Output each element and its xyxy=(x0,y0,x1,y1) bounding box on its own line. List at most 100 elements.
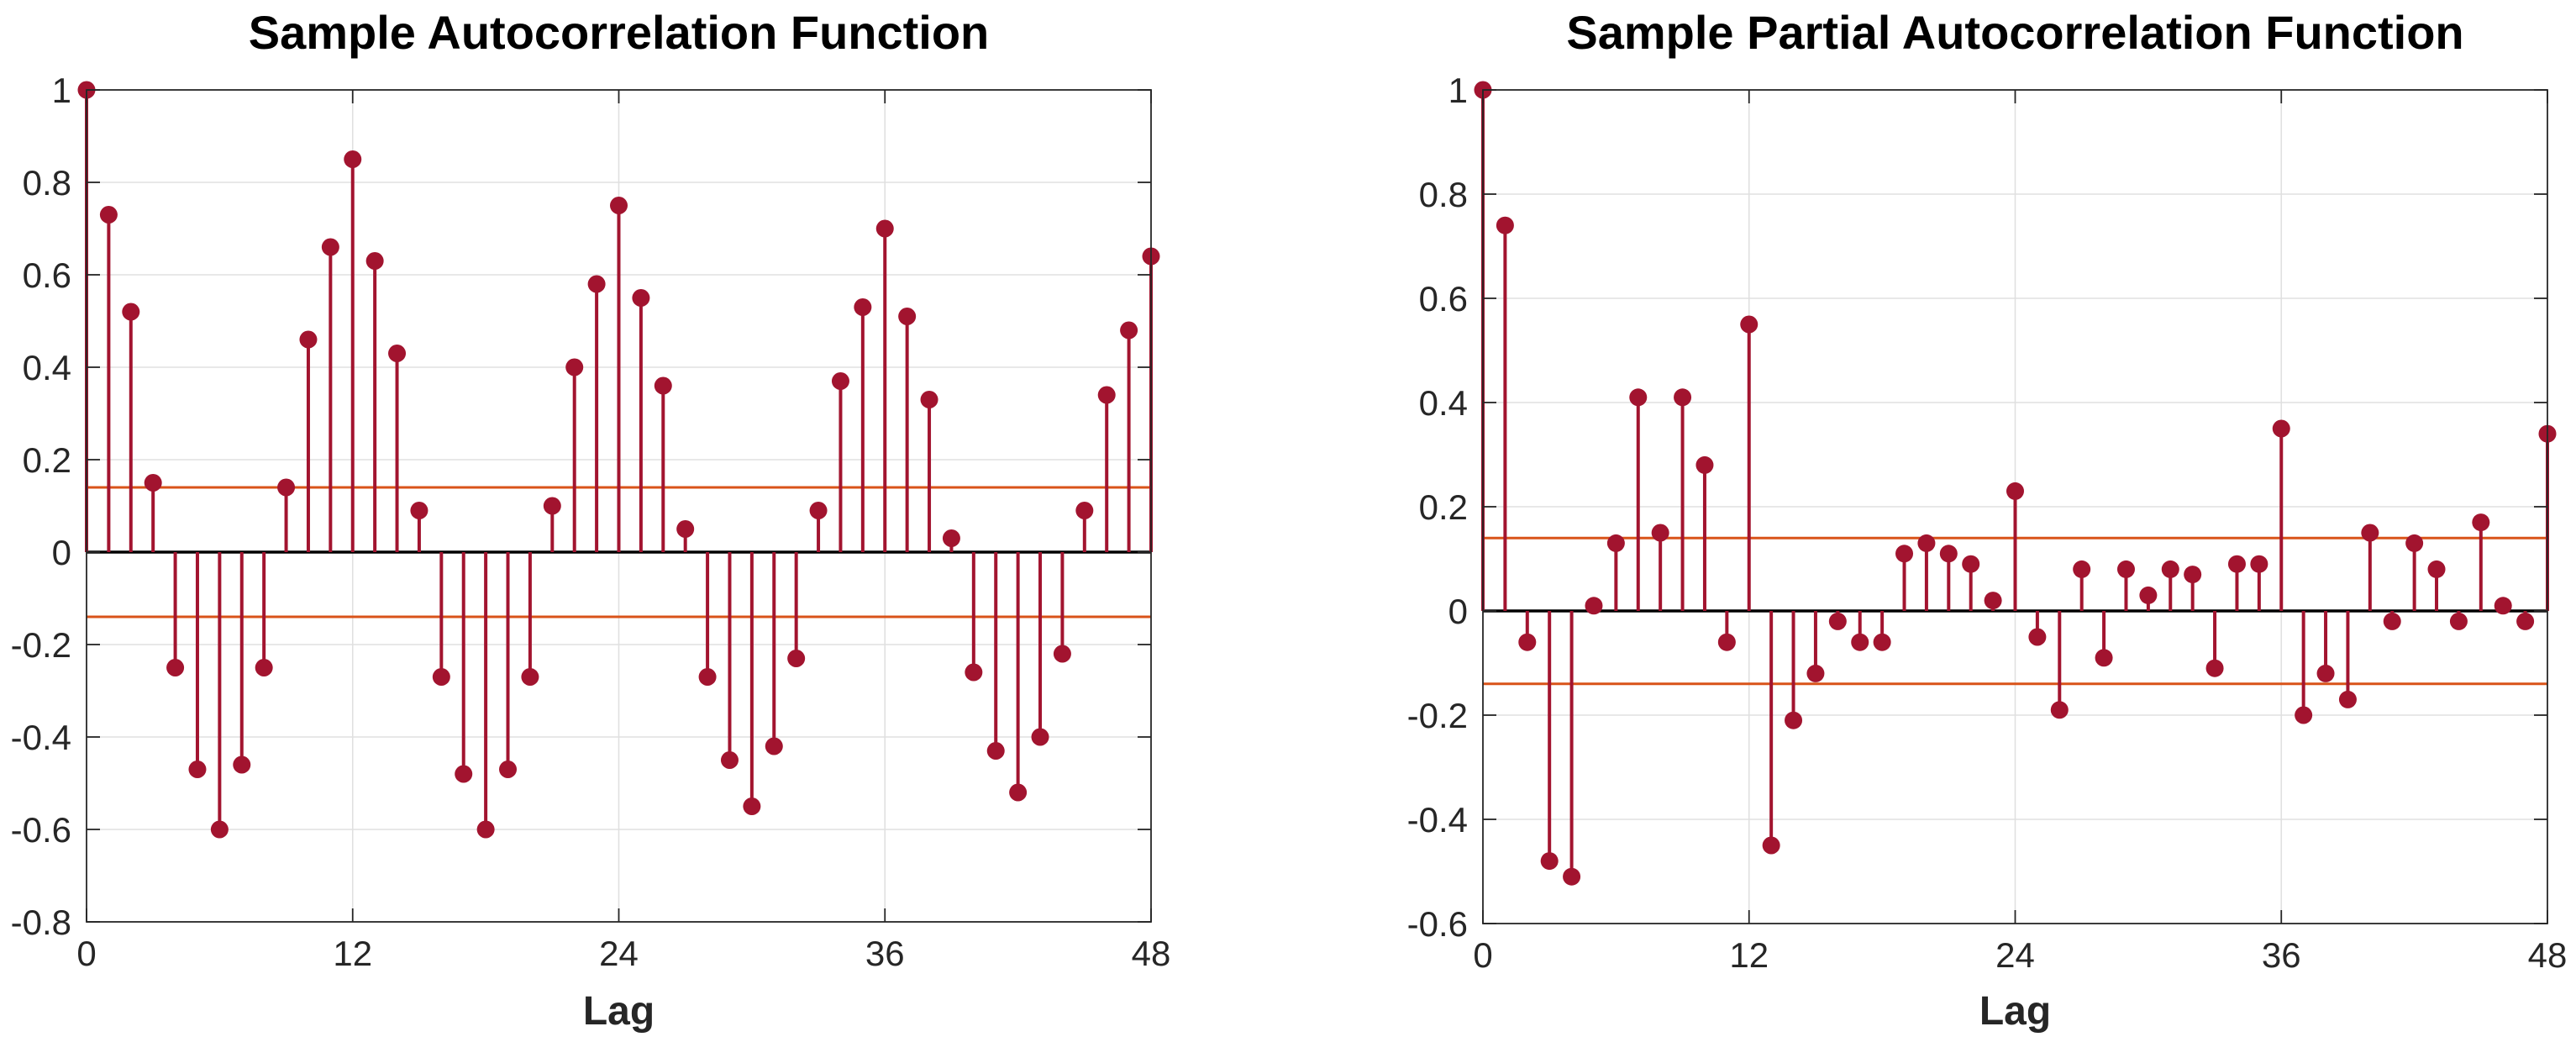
x-tick-label: 36 xyxy=(865,934,905,973)
y-tick-label: -0.8 xyxy=(11,903,71,942)
stem-marker xyxy=(299,330,318,349)
y-tick-label: 0.4 xyxy=(23,348,71,387)
stem-marker xyxy=(188,761,207,778)
stem-marker xyxy=(432,668,450,686)
stem-marker xyxy=(2161,560,2179,578)
stem-marker xyxy=(676,520,695,538)
y-tick-label: 0 xyxy=(1448,592,1468,631)
stem-marker xyxy=(499,761,518,778)
acf-title: Sample Autocorrelation Function xyxy=(248,6,990,59)
stem-marker xyxy=(809,502,828,519)
stem-marker xyxy=(720,751,739,769)
stem-marker xyxy=(1895,545,1914,563)
stem-marker xyxy=(743,797,761,815)
stem-marker xyxy=(2095,649,2113,667)
stem-marker xyxy=(1806,664,1825,682)
stem-marker xyxy=(1585,597,1603,615)
stem-marker xyxy=(2494,597,2512,615)
stem-marker xyxy=(920,391,938,408)
stem-marker xyxy=(2184,566,2202,584)
stem-marker xyxy=(1518,633,1537,651)
stem-marker xyxy=(986,742,1005,760)
x-tick-label: 12 xyxy=(1729,935,1769,975)
y-tick-label: -0.4 xyxy=(1407,800,1468,840)
stem-marker xyxy=(2427,560,2446,578)
stem-marker xyxy=(942,529,960,547)
stem-marker xyxy=(2516,612,2535,630)
stem-marker xyxy=(2073,560,2091,578)
y-tick-label: 0.4 xyxy=(1419,383,1468,423)
stem-marker xyxy=(521,668,539,686)
stem-marker xyxy=(2338,690,2357,708)
stem-marker xyxy=(166,659,185,676)
stem-marker xyxy=(965,663,983,682)
stem-marker xyxy=(2205,659,2224,677)
y-tick-label: -0.6 xyxy=(11,810,71,850)
stem-marker xyxy=(210,820,229,839)
stem-marker xyxy=(2116,560,2135,578)
stem-marker xyxy=(388,345,407,362)
stem-marker xyxy=(2316,664,2335,682)
stem-marker xyxy=(632,289,650,307)
stem-marker xyxy=(255,659,273,676)
stem-marker xyxy=(854,298,872,316)
stem-marker xyxy=(1717,633,1736,651)
stem-marker xyxy=(144,474,162,492)
stem-marker xyxy=(831,372,849,390)
stem-marker xyxy=(610,197,628,214)
y-tick-label: -0.2 xyxy=(1407,696,1468,735)
x-tick-label: 0 xyxy=(1473,935,1492,975)
y-tick-label: 0.2 xyxy=(23,440,71,480)
y-tick-label: 0.6 xyxy=(1419,279,1468,318)
stem-marker xyxy=(1740,315,1759,334)
stem-marker xyxy=(2028,628,2047,646)
stem-marker xyxy=(898,308,917,325)
stem-marker xyxy=(1629,388,1648,407)
stem-marker xyxy=(1785,711,1803,729)
x-tick-label: 36 xyxy=(2262,935,2301,975)
stem-marker xyxy=(787,650,806,667)
x-tick-label: 24 xyxy=(599,934,639,973)
y-tick-label: -0.4 xyxy=(11,718,71,757)
stem-marker xyxy=(2361,524,2379,542)
stem-marker xyxy=(2227,555,2246,573)
y-tick-label: 1 xyxy=(52,71,71,110)
stem-marker xyxy=(1828,612,1847,630)
x-tick-label: 0 xyxy=(76,934,96,973)
stem-marker xyxy=(587,275,606,293)
stem-marker xyxy=(122,303,140,321)
stem-marker xyxy=(1075,502,1094,519)
stem-marker xyxy=(1097,386,1116,404)
stem-marker xyxy=(2405,534,2424,552)
stem-marker xyxy=(2250,555,2268,573)
y-tick-label: 0.8 xyxy=(23,163,71,203)
stem-marker xyxy=(99,206,118,224)
stem-marker xyxy=(2272,419,2290,438)
y-tick-label: 0.2 xyxy=(1419,487,1468,527)
stem-marker xyxy=(1873,633,1891,651)
stem-marker xyxy=(476,820,495,839)
stem-marker xyxy=(2050,701,2069,719)
stem-marker xyxy=(1851,633,1869,651)
stem-marker xyxy=(2383,612,2401,630)
stem-marker xyxy=(2295,706,2313,724)
stem-marker xyxy=(410,502,428,519)
stem-marker xyxy=(1563,867,1581,886)
stem-marker xyxy=(233,755,251,774)
stem-marker xyxy=(1939,545,1958,563)
stem-marker xyxy=(2139,586,2158,604)
x-tick-label: 24 xyxy=(1995,935,2035,975)
acf-x-axis-label: Lag xyxy=(582,989,655,1034)
stem-marker xyxy=(1009,783,1028,802)
stem-marker xyxy=(1540,852,1559,871)
y-tick-label: -0.6 xyxy=(1407,904,1468,944)
stem-marker xyxy=(321,238,339,256)
stem-marker xyxy=(1496,216,1514,234)
stem-marker xyxy=(2472,513,2490,532)
stem-marker xyxy=(1053,645,1071,663)
y-tick-label: 0.8 xyxy=(1419,175,1468,214)
stem-marker xyxy=(455,765,473,783)
stem-marker xyxy=(1917,534,1936,552)
